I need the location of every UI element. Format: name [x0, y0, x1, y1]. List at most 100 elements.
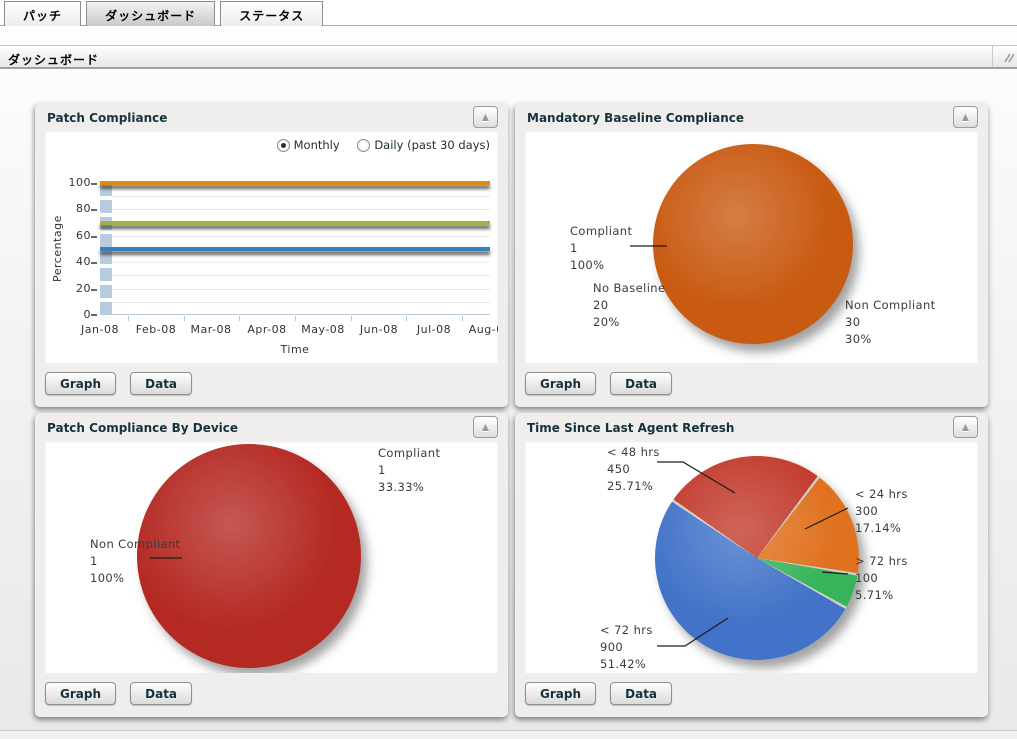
tab-status[interactable]: ステータス — [220, 1, 324, 26]
y-tick — [91, 183, 97, 185]
panel-patch-compliance-by-device: Patch Compliance By Device ▲ Compliant 1… — [35, 413, 508, 717]
data-button[interactable]: Data — [610, 682, 673, 705]
series-line-orange — [100, 181, 490, 185]
x-tick — [351, 316, 352, 321]
gridline — [100, 236, 490, 237]
pie-chart-area: Compliant 1 100% No Baseline 20 20% Non … — [525, 131, 978, 363]
x-tick — [239, 316, 240, 321]
panel-footer: Graph Data — [45, 682, 498, 705]
slice-label-gt72: > 72 hrs 100 5.71% — [855, 554, 908, 602]
collapse-arrow-icon: ▲ — [479, 110, 492, 124]
x-tick — [462, 316, 463, 321]
y-tick — [91, 314, 97, 316]
tab-dashboard[interactable]: ダッシュボード — [86, 1, 216, 26]
pie-chart-area: < 48 hrs 450 25.71% < 24 hrs 300 17.14% … — [525, 441, 978, 673]
collapse-button[interactable]: ▲ — [953, 416, 978, 438]
radio-daily-icon[interactable] — [357, 139, 371, 152]
gridline — [100, 289, 490, 290]
graph-button[interactable]: Graph — [525, 372, 596, 395]
collapse-button[interactable]: ▲ — [953, 106, 978, 128]
x-tick-label: Feb-08 — [135, 323, 177, 336]
slice-label-compliant: Compliant 1 100% — [570, 224, 633, 272]
y-tick — [91, 289, 97, 291]
tab-bar: パッチ ダッシュボード ステータス — [0, 0, 1017, 26]
x-tick-label: Jan-08 — [81, 323, 119, 336]
data-button[interactable]: Data — [610, 372, 673, 395]
panel-title: Time Since Last Agent Refresh — [527, 421, 735, 435]
dashboard-content: Patch Compliance ▲ Monthly Daily (past 3… — [0, 69, 1017, 731]
panel-header: Mandatory Baseline Compliance ▲ — [525, 103, 978, 131]
pie-chart-area: Compliant 1 33.33% Non Compliant 1 100% — [45, 441, 498, 673]
panel-patch-compliance: Patch Compliance ▲ Monthly Daily (past 3… — [35, 103, 508, 407]
top-spacer — [0, 26, 1017, 45]
x-tick — [406, 316, 407, 321]
panel-header: Time Since Last Agent Refresh ▲ — [525, 413, 978, 441]
collapse-button[interactable]: ▲ — [473, 106, 498, 128]
y-tick-label: 80 — [76, 202, 91, 215]
y-tick-label: 100 — [68, 176, 91, 189]
chart-mode-radios: Monthly Daily (past 30 days) — [263, 138, 490, 152]
radio-monthly[interactable]: Monthly — [276, 138, 344, 152]
x-tick — [295, 316, 296, 321]
x-tick — [128, 316, 129, 321]
y-tick — [91, 262, 97, 264]
slice-label-lt48: < 48 hrs 450 25.71% — [607, 445, 660, 493]
slice-label-lt72: < 72 hrs 900 51.42% — [600, 623, 653, 671]
plot-area — [91, 181, 490, 321]
y-tick — [91, 209, 97, 211]
customize-icon[interactable] — [1001, 51, 1015, 65]
collapse-arrow-icon: ▲ — [959, 420, 972, 434]
data-button[interactable]: Data — [130, 682, 193, 705]
series-line-olive — [100, 221, 490, 225]
y-tick-label: 60 — [76, 229, 91, 242]
x-tick — [184, 316, 185, 321]
slice-label-no-baseline: No Baseline 20 20% — [593, 281, 666, 329]
gridline — [100, 262, 490, 263]
radio-daily[interactable]: Daily (past 30 days) — [357, 138, 490, 152]
radio-monthly-label: Monthly — [293, 138, 340, 152]
collapse-arrow-icon: ▲ — [959, 110, 972, 124]
page-header: ダッシュボード — [0, 45, 1017, 69]
panel-header: Patch Compliance By Device ▲ — [45, 413, 498, 441]
pie-agent-refresh — [655, 456, 859, 660]
x-tick-label: May-08 — [301, 323, 345, 336]
gridline — [100, 209, 490, 210]
graph-button[interactable]: Graph — [525, 682, 596, 705]
panel-mandatory-baseline-compliance: Mandatory Baseline Compliance ▲ Complian… — [515, 103, 988, 407]
slice-label-lt24: < 24 hrs 300 17.14% — [855, 487, 908, 535]
gridline — [100, 302, 490, 303]
panel-time-since-last-agent-refresh: Time Since Last Agent Refresh ▲ < 48 hrs… — [515, 413, 988, 717]
radio-daily-label: Daily (past 30 days) — [374, 138, 490, 152]
gridline — [100, 196, 490, 197]
slice-label-compliant: Compliant 1 33.33% — [378, 446, 441, 494]
page-title: ダッシュボード — [8, 53, 100, 67]
x-tick-label: Aug-08 — [468, 323, 498, 336]
tab-patch[interactable]: パッチ — [4, 1, 82, 26]
slice-label-non-compliant: Non Compliant 1 100% — [90, 537, 181, 585]
panel-title: Patch Compliance By Device — [47, 421, 239, 435]
collapse-arrow-icon: ▲ — [479, 420, 492, 434]
x-tick-label: Apr-08 — [247, 323, 287, 336]
pie-compliance-by-device — [137, 444, 361, 668]
pie-mandatory-baseline — [653, 144, 853, 344]
graph-button[interactable]: Graph — [45, 372, 116, 395]
x-tick-label: Mar-08 — [190, 323, 232, 336]
x-axis-title: Time — [280, 343, 310, 356]
panel-title: Patch Compliance — [47, 111, 168, 125]
x-tick-label: Jul-08 — [416, 323, 452, 336]
panel-header: Patch Compliance ▲ — [45, 103, 498, 131]
series-line-blue — [100, 247, 490, 251]
y-tick-label: 20 — [76, 282, 91, 295]
x-tick-label: Jun-08 — [359, 323, 399, 336]
y-tick — [91, 236, 97, 238]
collapse-button[interactable]: ▲ — [473, 416, 498, 438]
data-button[interactable]: Data — [130, 372, 193, 395]
slice-label-non-compliant: Non Compliant 30 30% — [845, 298, 936, 346]
radio-monthly-icon[interactable] — [276, 139, 290, 152]
panel-footer: Graph Data — [525, 682, 978, 705]
panel-footer: Graph Data — [525, 372, 978, 395]
header-tools — [992, 46, 1017, 67]
line-chart-area: Monthly Daily (past 30 days) Percentage … — [45, 131, 498, 363]
y-tick-label: 40 — [76, 255, 91, 268]
graph-button[interactable]: Graph — [45, 682, 116, 705]
